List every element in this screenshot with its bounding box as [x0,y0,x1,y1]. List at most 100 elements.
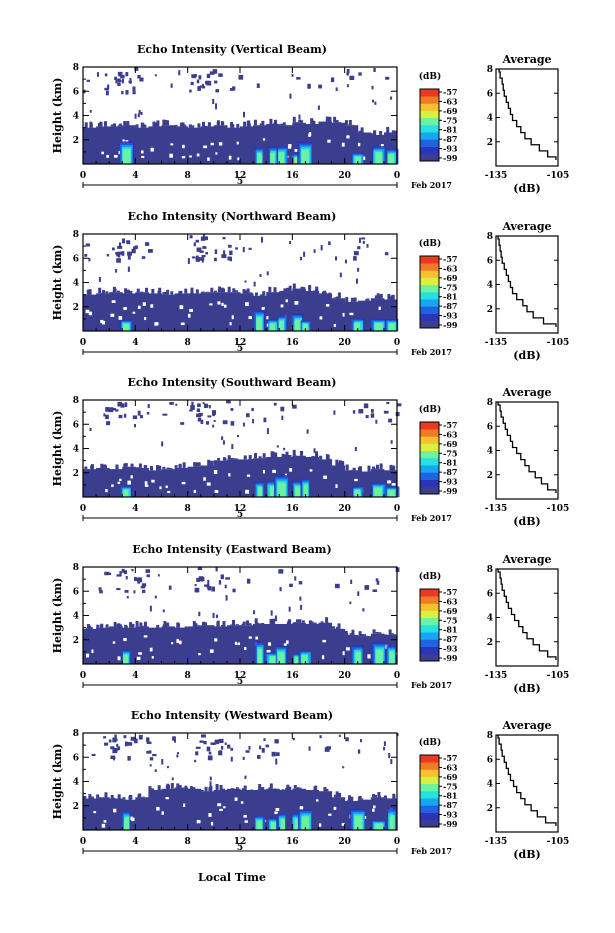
echo-cell [146,569,150,573]
echo-cell [326,746,331,749]
echo-cell [150,757,153,760]
echo-cell [257,83,260,88]
echo-cell [226,595,228,601]
echo-cell [275,739,279,743]
colorbar-segment [420,480,439,488]
echo-gap [171,642,173,644]
echo-cell [166,623,169,627]
echo-cell [274,452,277,457]
y-tick-label: 2 [73,636,79,646]
echo-cell [215,103,217,109]
x-tick-label: 8 [185,837,191,847]
echo-cell [103,464,106,467]
echo-cell [138,411,141,416]
echo-cell [189,409,192,411]
echo-cell [195,751,198,755]
echo-cell [115,269,117,273]
average-x-tick-label: -105 [547,504,570,514]
colorbar-unit: (dB) [419,571,441,582]
echo-cell [372,589,377,592]
echo-cell [205,787,208,791]
echo-gap [310,469,313,471]
echo-column [258,651,262,664]
echo-cell [336,87,338,91]
echo-cell [214,258,217,261]
echo-cell [249,455,252,459]
y-tick-label: 8 [73,230,79,240]
echo-cell [280,407,284,412]
echo-cell [256,623,259,624]
average-y-tick-label: 6 [487,589,493,599]
echo-cell [89,428,91,431]
echo-cell [298,115,300,119]
colorbar-segment [420,618,439,626]
echo-cell [212,99,214,104]
average-title: Average [501,719,551,732]
echo-cell [184,289,187,294]
echo-cell [114,622,117,626]
echo-cell [293,738,295,740]
average-frame [496,402,558,499]
echo-cell [327,455,330,460]
echo-cell [318,85,322,89]
echo-cell [283,448,285,450]
echo-cell [195,240,198,243]
echo-cell [254,120,257,125]
echo-cell [204,404,208,408]
echo-cell [148,404,150,408]
x-tick-label: 20 [338,171,351,181]
echo-cell [147,412,150,415]
echo-cell [151,788,154,790]
echo-cell [211,587,215,592]
echo-cell [123,466,126,467]
echo-cell [238,75,243,80]
colorbar-unit: (dB) [419,737,441,748]
average-y-tick-label: 4 [487,780,493,790]
echo-gap [215,490,219,493]
echo-cell [221,436,223,440]
echo-gap [294,301,298,305]
date-suffix: Feb 2017 [411,180,452,190]
colorbar-tick-label: -99 [443,819,458,829]
date-marker: 5 [237,843,243,853]
echo-cell [202,122,205,127]
colorbar-segment [420,451,439,459]
echo-gap [327,140,330,143]
echo-layer [319,122,333,164]
average-frame [496,236,558,333]
echo-cell [353,410,355,413]
echo-cell [169,586,172,590]
echo-cell [242,788,245,790]
echo-cell [357,246,360,249]
echo-cell [213,613,215,618]
echo-cell [300,605,302,610]
echo-cell [125,72,128,76]
date-suffix: Feb 2017 [411,680,452,690]
echo-cell [267,428,269,434]
echo-column [354,324,359,331]
echo-gap [322,655,324,659]
echo-cell [390,97,392,100]
colorbar-segment [420,314,439,322]
echo-cell [172,777,174,780]
x-tick-label: 16 [286,837,299,847]
echo-cell [358,72,361,75]
echo-gap [182,482,186,484]
echo-cell [383,747,385,751]
echo-gap [145,481,148,485]
echo-layer [214,626,228,664]
echo-cell [351,298,354,302]
echo-cell [142,123,145,127]
echo-cell [357,268,359,272]
echo-cell [349,120,352,125]
echo-layer [175,293,189,331]
echo-layer [188,293,202,331]
echo-gap [288,144,291,147]
echo-cell [300,288,303,289]
echo-cell [155,74,157,76]
echo-column [375,824,381,830]
echo-cell [262,748,265,753]
echo-layer [175,788,189,830]
echo-cell [177,752,179,754]
echo-cell [197,247,202,251]
